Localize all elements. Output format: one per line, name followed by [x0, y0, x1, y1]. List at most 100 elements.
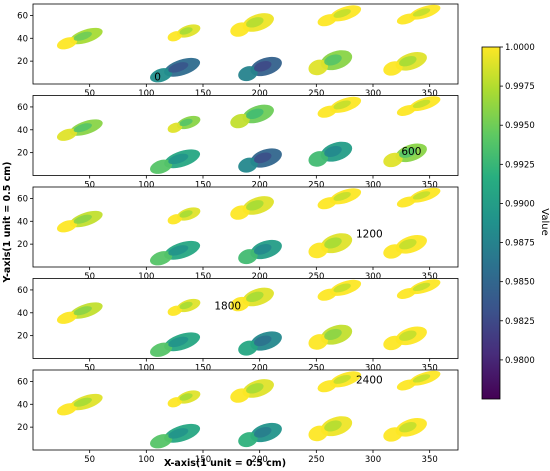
- x-tick-label: 150: [195, 181, 211, 191]
- footprint-heel: [308, 425, 329, 442]
- footprint-top-row-2: [167, 390, 201, 408]
- footprint-top-row-2: [167, 24, 201, 42]
- footprint-top-row-1: [56, 393, 103, 416]
- footprint-heel: [383, 61, 403, 76]
- footprint-heel: [230, 296, 250, 312]
- footprint-heel: [396, 104, 417, 116]
- footprint-bottom-row-1: [150, 240, 201, 266]
- x-tick-label: 250: [308, 272, 324, 282]
- y-tick-label: 60: [17, 194, 28, 204]
- panel-label: 1800: [214, 300, 241, 312]
- footprint-bottom-row-2: [238, 422, 282, 448]
- footprint-top-row-5: [396, 279, 441, 299]
- footprint-core: [412, 99, 431, 109]
- colorbar-label: Value: [539, 208, 550, 235]
- panel-label: 0: [154, 72, 161, 84]
- x-tick-label: 250: [308, 455, 324, 465]
- footprint-heel: [383, 244, 403, 259]
- footprint-core: [324, 420, 342, 432]
- footprint-top-row-1: [56, 119, 103, 141]
- footprint-bottom-row-4: [383, 235, 427, 259]
- footprint-heel: [238, 432, 258, 448]
- footprint-core: [168, 153, 189, 165]
- y-tick-label: 20: [17, 423, 28, 433]
- footprint-core: [333, 8, 351, 18]
- footprint-bottom-row-4: [383, 52, 427, 76]
- x-tick-label: 200: [252, 455, 268, 465]
- footprint-core: [399, 422, 417, 433]
- x-tick-label: 300: [365, 181, 381, 191]
- footprint-heel: [396, 287, 417, 299]
- footprint-heel: [167, 31, 183, 42]
- footprint-top-row-4: [317, 5, 362, 27]
- x-tick-label: 350: [422, 272, 438, 282]
- x-axis-label: X-axis(1 unit = 0.5 cm): [164, 458, 286, 469]
- footprint-heel: [167, 214, 183, 225]
- footprint-core: [412, 191, 431, 200]
- y-tick-label: 20: [17, 240, 28, 250]
- footprint-core: [333, 191, 351, 201]
- panel-2: 50 100 150 200 250 300 350 20 40 60 600: [17, 95, 459, 191]
- footprint-top-row-2: [167, 207, 201, 225]
- footprint-heel: [238, 157, 258, 173]
- footprint-core: [399, 147, 417, 158]
- footprint-core: [333, 374, 351, 384]
- footprint-heel: [238, 249, 258, 265]
- footprint-top-row-5: [396, 370, 441, 391]
- footprint-core: [179, 118, 193, 127]
- x-tick-label: 100: [138, 89, 154, 99]
- footprint-top-row-4: [317, 188, 362, 210]
- colorbar-tick-label: 0.9975: [505, 82, 535, 92]
- footprint-bottom-row-1: [150, 332, 201, 357]
- colorbar-gradient: [481, 46, 501, 400]
- panel-label: 2400: [356, 375, 383, 387]
- footprint-core: [253, 426, 272, 438]
- footprint-heel: [238, 340, 258, 356]
- footprint-bottom-row-4: [383, 143, 427, 168]
- footprint-top-row-4: [317, 371, 362, 393]
- footprint-heel: [230, 22, 250, 37]
- y-tick-label: 40: [17, 217, 28, 227]
- colorbar-tick-label: 0.9825: [505, 317, 535, 327]
- colorbar: 1.0000 0.9975 0.9950 0.9925 0.9900 0.9875 0.98…: [481, 43, 535, 400]
- x-tick-label: 150: [195, 364, 211, 374]
- y-tick-label: 20: [17, 332, 28, 342]
- footprint-heel: [56, 37, 78, 50]
- colorbar-tick-label: 0.9875: [505, 239, 535, 249]
- footprint-heel: [308, 334, 329, 350]
- footprint-core: [324, 328, 342, 341]
- footprint-top-row-5: [396, 187, 441, 208]
- footprint-heel: [150, 342, 173, 357]
- footprint-core: [168, 62, 189, 73]
- x-tick-label: 300: [365, 272, 381, 282]
- colorbar-tick-label: 0.9800: [505, 356, 535, 366]
- x-tick-label: 50: [84, 455, 95, 465]
- footprint-heel: [230, 205, 250, 220]
- footprint-core: [179, 210, 193, 218]
- footprint-top-row-1: [56, 302, 103, 324]
- footprint-heel: [150, 251, 173, 266]
- footprint-heel: [308, 151, 329, 167]
- colorbar-tick-label: 0.9850: [505, 278, 535, 288]
- footprint-core: [253, 152, 272, 164]
- x-tick-label: 350: [422, 364, 438, 374]
- x-tick-label: 300: [365, 364, 381, 374]
- x-tick-label: 250: [308, 364, 324, 374]
- footprint-top-row-1: [56, 210, 103, 233]
- footprint-heel: [308, 242, 329, 259]
- y-tick-label: 40: [17, 400, 28, 410]
- footprint-bottom-row-1: [150, 149, 201, 174]
- footprint-bottom-row-1: [150, 423, 201, 449]
- panel-label: 1200: [356, 228, 383, 240]
- x-tick-label: 100: [138, 272, 154, 282]
- footprint-heel: [383, 152, 403, 168]
- footprint-core: [179, 27, 193, 35]
- footprint-top-row-5: [396, 4, 441, 25]
- footprint-heel: [383, 427, 403, 442]
- x-tick-label: 50: [84, 364, 95, 374]
- y-tick-label: 40: [17, 34, 28, 44]
- panel-1: 50 100 150 200 250 300 350 20 40 60 0: [17, 3, 459, 99]
- panel-5: 50 100 150 200 250 300 350 20 40 60 2400: [17, 369, 459, 465]
- footprint-bottom-row-3: [308, 416, 353, 442]
